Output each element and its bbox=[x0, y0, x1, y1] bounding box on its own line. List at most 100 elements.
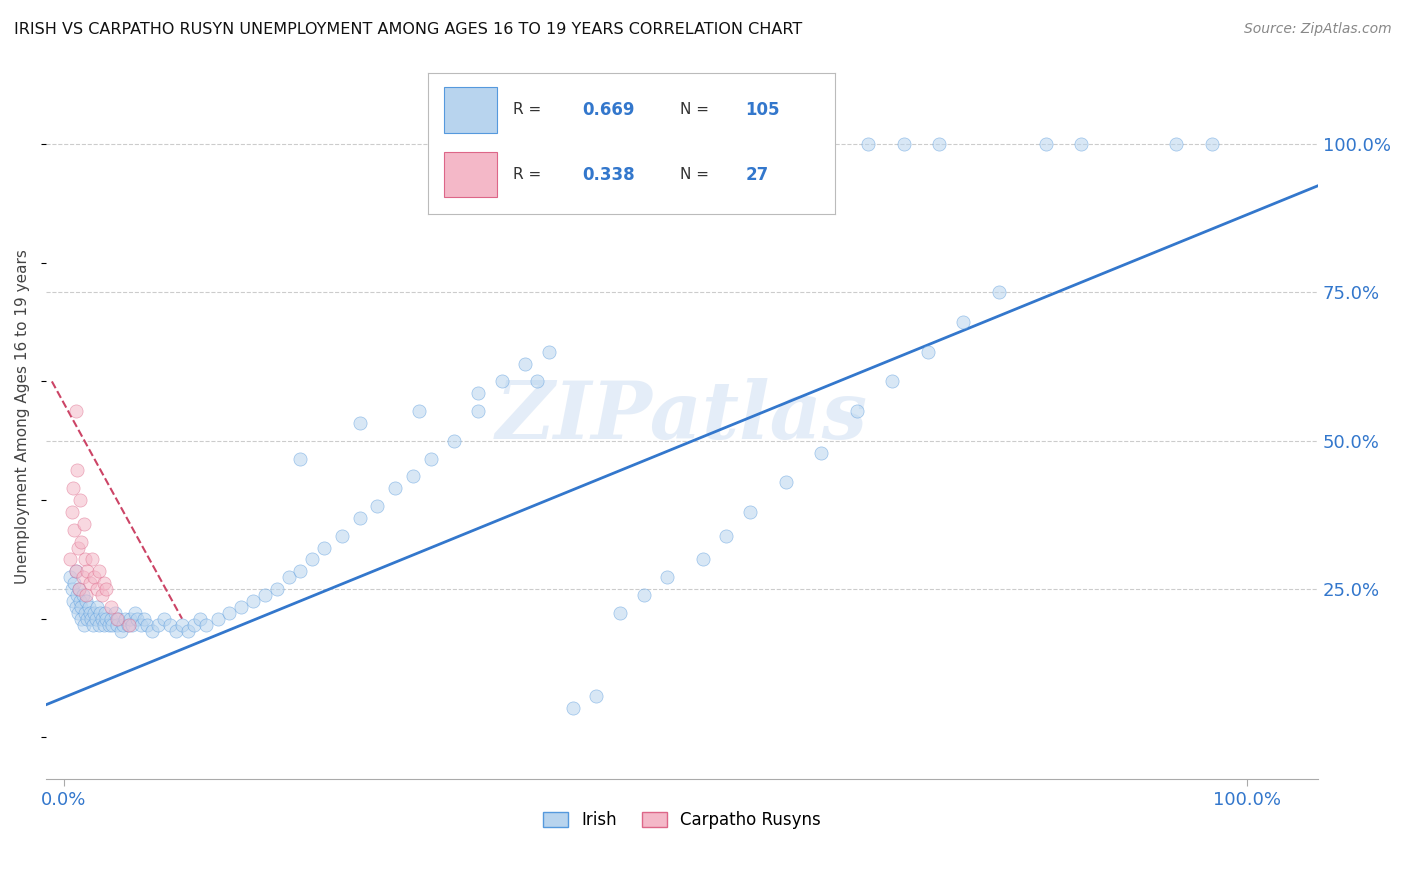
Point bbox=[70, 612, 93, 626]
Point bbox=[1035, 137, 1057, 152]
Point bbox=[917, 344, 939, 359]
Point bbox=[69, 594, 91, 608]
Point bbox=[692, 552, 714, 566]
Point bbox=[148, 617, 170, 632]
Point bbox=[609, 606, 631, 620]
Point bbox=[1166, 137, 1188, 152]
Point bbox=[882, 375, 904, 389]
Point bbox=[177, 624, 200, 638]
Point bbox=[121, 617, 143, 632]
Point bbox=[349, 416, 371, 430]
Point bbox=[65, 599, 87, 614]
Point bbox=[76, 564, 98, 578]
Point bbox=[66, 463, 89, 477]
Point bbox=[70, 534, 93, 549]
Point bbox=[89, 617, 111, 632]
Point bbox=[402, 469, 425, 483]
Point bbox=[585, 689, 607, 703]
Point bbox=[63, 576, 86, 591]
Point bbox=[218, 606, 240, 620]
Point bbox=[75, 588, 97, 602]
Point bbox=[290, 451, 312, 466]
Point bbox=[67, 582, 90, 596]
Point bbox=[94, 606, 117, 620]
Point bbox=[77, 599, 100, 614]
Point bbox=[76, 612, 98, 626]
Point bbox=[775, 475, 797, 490]
Point bbox=[62, 481, 84, 495]
Point bbox=[858, 137, 880, 152]
Point bbox=[242, 594, 264, 608]
Point bbox=[537, 344, 560, 359]
Point bbox=[72, 588, 94, 602]
Point bbox=[301, 552, 323, 566]
Point bbox=[97, 617, 120, 632]
Point bbox=[79, 606, 101, 620]
Point bbox=[408, 404, 430, 418]
Point bbox=[165, 624, 187, 638]
Point bbox=[93, 617, 115, 632]
Point bbox=[90, 612, 112, 626]
Point bbox=[89, 606, 111, 620]
Point bbox=[419, 451, 441, 466]
Point bbox=[277, 570, 299, 584]
Point bbox=[101, 617, 124, 632]
Point bbox=[1201, 137, 1223, 152]
Point bbox=[70, 599, 93, 614]
Point bbox=[312, 541, 335, 555]
Point bbox=[716, 529, 738, 543]
Point bbox=[141, 624, 163, 638]
Point bbox=[183, 617, 205, 632]
Point bbox=[73, 606, 96, 620]
Point bbox=[82, 552, 104, 566]
Point bbox=[266, 582, 288, 596]
Point bbox=[349, 511, 371, 525]
Point bbox=[515, 357, 537, 371]
Text: ZIPatlas: ZIPatlas bbox=[496, 378, 868, 456]
Point bbox=[845, 404, 868, 418]
Point bbox=[69, 493, 91, 508]
Point bbox=[467, 404, 489, 418]
Point bbox=[79, 576, 101, 591]
Point bbox=[135, 617, 157, 632]
Point bbox=[657, 570, 679, 584]
Point bbox=[96, 582, 118, 596]
Point bbox=[443, 434, 465, 448]
Point bbox=[207, 612, 229, 626]
Point bbox=[62, 594, 84, 608]
Point bbox=[561, 700, 583, 714]
Point bbox=[66, 606, 89, 620]
Point bbox=[80, 612, 103, 626]
Point bbox=[170, 617, 193, 632]
Point bbox=[110, 624, 132, 638]
Point bbox=[75, 594, 97, 608]
Point bbox=[928, 137, 950, 152]
Point bbox=[633, 588, 655, 602]
Point bbox=[188, 612, 211, 626]
Point bbox=[526, 375, 548, 389]
Point bbox=[893, 137, 915, 152]
Point bbox=[105, 612, 128, 626]
Point bbox=[290, 564, 312, 578]
Point bbox=[66, 588, 89, 602]
Point bbox=[65, 564, 87, 578]
Point bbox=[83, 570, 105, 584]
Point bbox=[59, 552, 82, 566]
Point bbox=[104, 606, 127, 620]
Point bbox=[810, 445, 832, 459]
Point bbox=[73, 552, 96, 566]
Point bbox=[60, 582, 83, 596]
Point bbox=[134, 612, 156, 626]
Point bbox=[740, 505, 762, 519]
Point bbox=[59, 570, 82, 584]
Point bbox=[467, 386, 489, 401]
Point bbox=[124, 606, 146, 620]
Point bbox=[491, 375, 513, 389]
Point bbox=[952, 315, 974, 329]
Point bbox=[253, 588, 276, 602]
Point bbox=[72, 570, 94, 584]
Point bbox=[96, 612, 118, 626]
Point bbox=[65, 564, 87, 578]
Text: IRISH VS CARPATHO RUSYN UNEMPLOYMENT AMONG AGES 16 TO 19 YEARS CORRELATION CHART: IRISH VS CARPATHO RUSYN UNEMPLOYMENT AMO… bbox=[14, 22, 803, 37]
Point bbox=[89, 564, 111, 578]
